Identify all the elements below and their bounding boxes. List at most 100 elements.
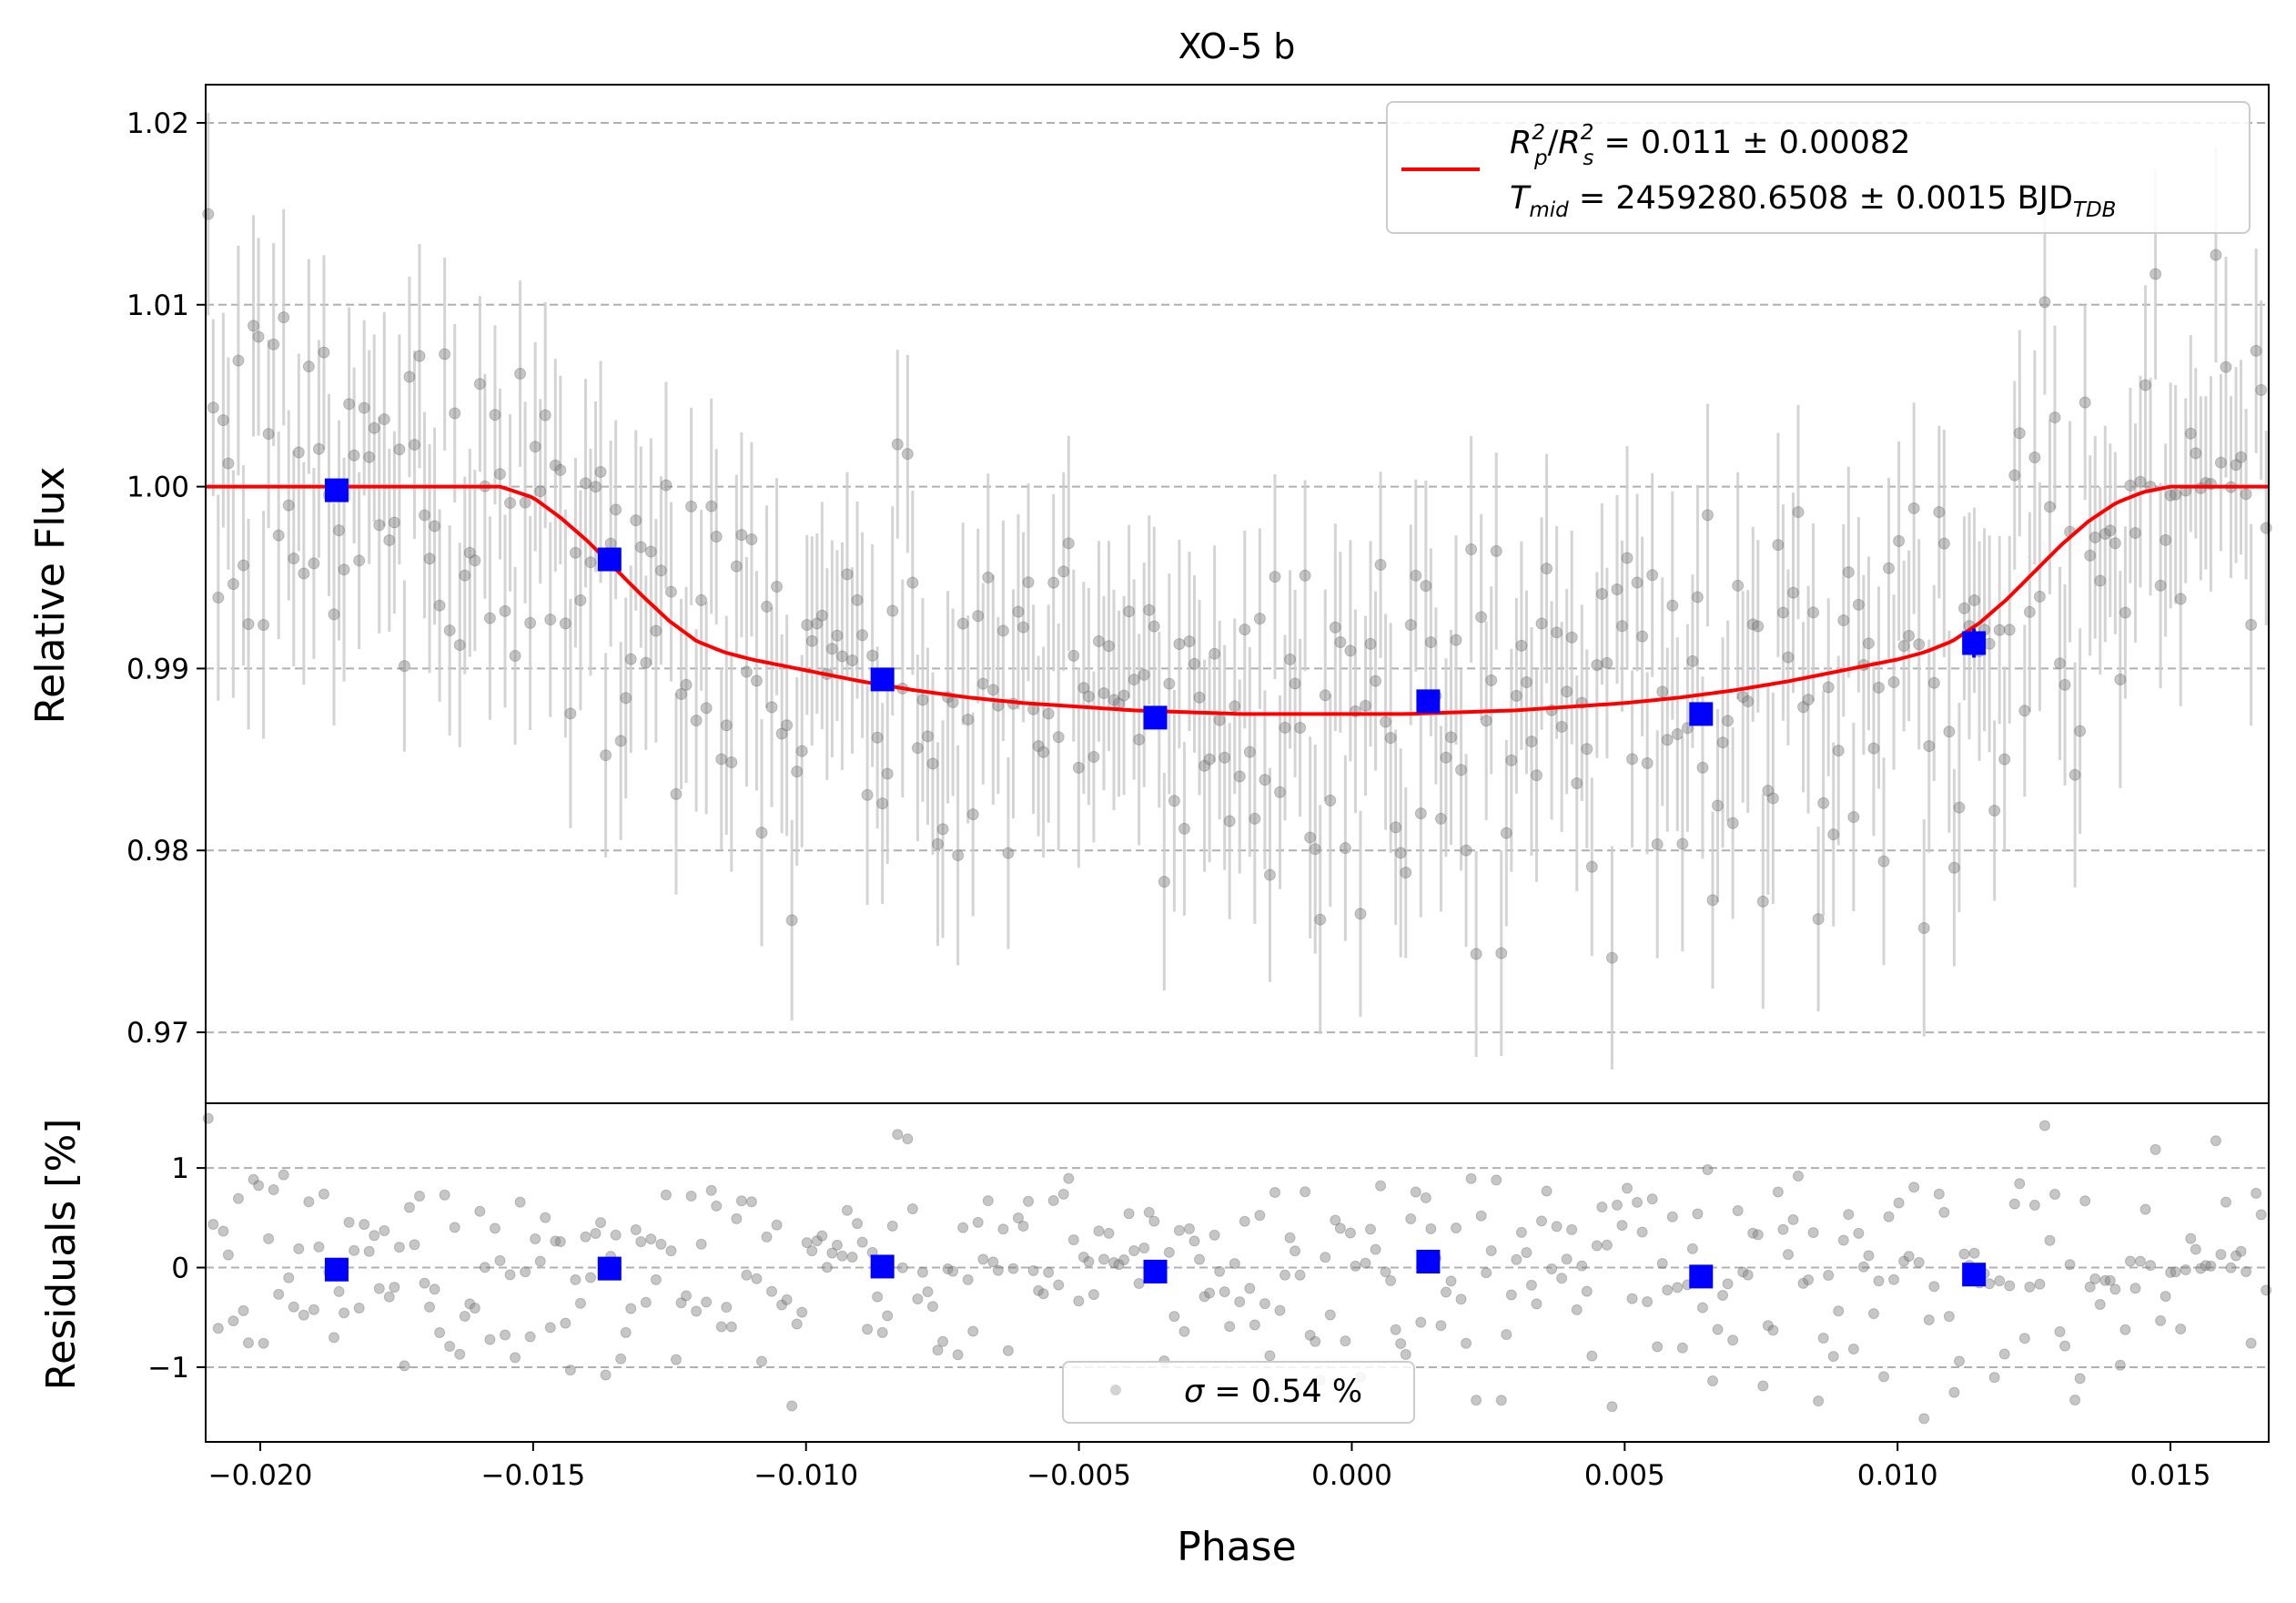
raw-data-point	[1907, 502, 1920, 514]
residual-point	[1023, 1195, 1035, 1207]
raw-data-point	[2084, 549, 2097, 562]
residual-point	[1324, 1309, 1336, 1321]
binned-point	[1689, 702, 1714, 726]
residual-point	[1274, 1304, 1286, 1316]
raw-data-point	[524, 616, 537, 629]
raw-data-point	[1802, 694, 1815, 706]
raw-data-point	[1832, 745, 1845, 757]
raw-data-point	[1716, 736, 1729, 749]
residual-point	[1465, 1172, 1477, 1184]
residual-point	[2099, 1274, 2111, 1286]
raw-data-point	[2184, 427, 2197, 440]
residual-point	[1853, 1227, 1865, 1239]
residual-point	[318, 1188, 329, 1200]
flux-panel: 0.970.980.991.001.011.02 R2 p/R2 s = 0.011…	[126, 84, 2272, 1104]
raw-data-point	[1862, 637, 1875, 650]
residual-point	[922, 1286, 934, 1298]
x-axis-label: Phase	[1177, 1524, 1296, 1570]
residual-point	[1827, 1351, 1839, 1363]
residual-point	[504, 1269, 516, 1281]
residual-point	[1133, 1278, 1145, 1290]
residual-point	[1455, 1294, 1467, 1305]
residual-point	[640, 1296, 652, 1308]
residual-point	[524, 1331, 536, 1343]
raw-data-point	[791, 766, 804, 778]
raw-data-point	[906, 576, 919, 589]
residual-point	[1903, 1251, 1915, 1263]
residual-point	[379, 1224, 390, 1236]
residual-point	[1576, 1260, 1588, 1272]
raw-data-point	[2033, 590, 2046, 603]
raw-data-point	[1732, 579, 1745, 592]
raw-data-point	[493, 468, 506, 481]
residual-points	[202, 1112, 2272, 1425]
rs-sup: 2	[1581, 121, 1594, 145]
residual-point	[987, 1256, 999, 1268]
raw-data-point	[1621, 552, 1633, 564]
residual-point	[1813, 1395, 1825, 1407]
residual-point	[530, 1233, 541, 1244]
raw-data-point	[202, 208, 215, 220]
raw-data-point	[1631, 576, 1644, 589]
raw-data-point	[805, 634, 818, 647]
residual-point	[1908, 1182, 1920, 1193]
residual-point	[1747, 1227, 1759, 1239]
residual-point	[1194, 1253, 1206, 1265]
residual-point	[1616, 1220, 1628, 1232]
residual-point	[389, 1282, 400, 1294]
residual-point	[1984, 1278, 1996, 1290]
binned-residual-point	[324, 1257, 349, 1282]
raw-data-point	[2008, 469, 2021, 482]
raw-data-point	[388, 516, 400, 529]
raw-data-point	[1158, 876, 1170, 888]
flux-y-ticks: 0.97 0.98 0.99 1.00 1.01 1.02	[126, 107, 206, 1050]
residual-point	[1405, 1212, 1417, 1224]
residual-point	[1269, 1186, 1280, 1198]
raw-data-point	[1364, 637, 1377, 650]
residual-point	[1857, 1261, 1869, 1273]
raw-data-point	[2043, 501, 2056, 513]
raw-data-point	[1807, 606, 1820, 619]
raw-data-point	[1722, 715, 1735, 727]
residual-point	[1093, 1225, 1105, 1237]
residuals-legend: σ = 0.54 %	[1062, 1361, 1415, 1424]
rp-sub: p	[1533, 147, 1548, 170]
raw-data-point	[383, 533, 396, 546]
residual-point	[1948, 1386, 1960, 1398]
residual-point	[1807, 1227, 1819, 1239]
residual-point	[685, 1190, 697, 1202]
residual-point	[288, 1301, 299, 1313]
residual-point	[1757, 1380, 1769, 1392]
raw-data-point	[2054, 657, 2067, 670]
residual-point	[1204, 1287, 1216, 1299]
residual-point	[2195, 1263, 2207, 1274]
raw-data-point	[1585, 860, 1598, 873]
residual-point	[1385, 1274, 1397, 1286]
residual-point	[937, 1335, 949, 1347]
raw-data-point	[1595, 587, 1608, 600]
raw-data-point	[2149, 268, 2162, 280]
raw-data-point	[660, 479, 673, 492]
raw-data-point	[1605, 951, 1618, 964]
raw-data-point	[1696, 761, 1709, 774]
raw-data-point	[1410, 569, 1422, 582]
x-tick-label: −0.005	[1027, 1459, 1131, 1492]
residual-point	[721, 1302, 733, 1314]
raw-data-point	[1188, 657, 1201, 670]
raw-data-point	[419, 509, 431, 522]
raw-data-point	[282, 499, 295, 512]
raw-data-point	[1118, 689, 1130, 702]
residuals-y-tick-label: −1	[147, 1352, 189, 1385]
residual-point	[1485, 1244, 1497, 1256]
raw-data-point	[1087, 750, 1100, 763]
residual-point	[333, 1285, 345, 1297]
raw-data-point	[1867, 742, 1880, 755]
raw-data-point	[851, 594, 864, 606]
raw-data-point	[2170, 488, 2182, 501]
model-curve-line	[206, 484, 2269, 716]
residual-point	[1611, 1199, 1623, 1211]
raw-data-point	[258, 618, 270, 631]
raw-error-bars	[207, 112, 2268, 1070]
residual-point	[1686, 1243, 1698, 1254]
residual-point	[1334, 1223, 1346, 1234]
